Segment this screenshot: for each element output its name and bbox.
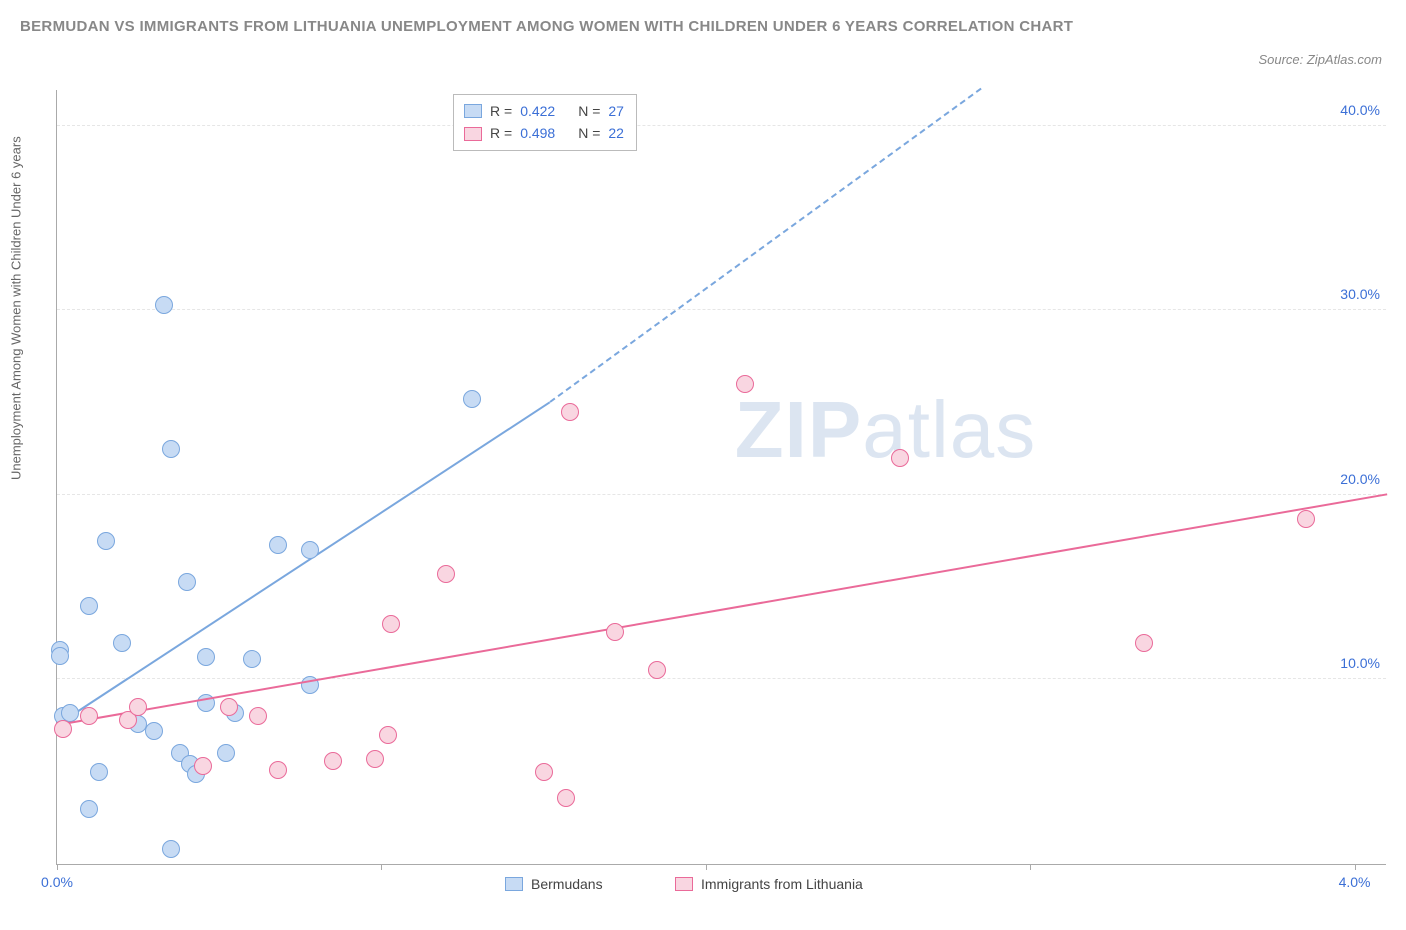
scatter-point <box>80 800 98 818</box>
legend-swatch <box>505 877 523 891</box>
x-tick-mark <box>57 864 58 870</box>
watermark-rest: atlas <box>862 385 1036 474</box>
trend-line <box>57 493 1387 726</box>
scatter-point <box>301 541 319 559</box>
gridline-h <box>57 309 1386 310</box>
gridline-h <box>57 678 1386 679</box>
scatter-point <box>648 661 666 679</box>
stats-row: R = 0.498 N = 22 <box>464 122 624 144</box>
scatter-point <box>243 650 261 668</box>
scatter-point <box>1135 634 1153 652</box>
correlation-stats-box: R = 0.422 N = 27 R = 0.498 N = 22 <box>453 94 637 151</box>
source-prefix: Source: <box>1258 52 1306 67</box>
scatter-point <box>178 573 196 591</box>
scatter-point <box>97 532 115 550</box>
watermark-bold: ZIP <box>735 385 862 474</box>
x-tick-label: 0.0% <box>41 874 73 890</box>
legend-item: Bermudans <box>505 876 603 892</box>
trend-line <box>56 401 550 726</box>
scatter-point <box>129 698 147 716</box>
stat-n-label: N = <box>578 122 600 144</box>
scatter-plot-area: ZIPatlas 10.0%20.0%30.0%40.0%0.0%4.0%R =… <box>56 90 1386 865</box>
scatter-point <box>90 763 108 781</box>
stat-n-value: 22 <box>608 122 624 144</box>
gridline-h <box>57 125 1386 126</box>
stat-r-label: R = <box>490 100 512 122</box>
legend-label: Bermudans <box>531 876 603 892</box>
y-tick-label: 10.0% <box>1340 655 1380 671</box>
scatter-point <box>379 726 397 744</box>
scatter-point <box>891 449 909 467</box>
scatter-point <box>80 707 98 725</box>
stat-n-value: 27 <box>608 100 624 122</box>
scatter-point <box>1297 510 1315 528</box>
watermark: ZIPatlas <box>735 384 1036 476</box>
stat-r-value: 0.422 <box>520 100 570 122</box>
scatter-point <box>463 390 481 408</box>
y-tick-label: 30.0% <box>1340 286 1380 302</box>
y-tick-label: 40.0% <box>1340 102 1380 118</box>
source-attribution: Source: ZipAtlas.com <box>1258 52 1382 67</box>
legend-swatch <box>464 104 482 118</box>
stats-row: R = 0.422 N = 27 <box>464 100 624 122</box>
scatter-point <box>145 722 163 740</box>
x-tick-mark <box>706 864 707 870</box>
x-tick-mark <box>381 864 382 870</box>
scatter-point <box>51 647 69 665</box>
scatter-point <box>561 403 579 421</box>
legend-label: Immigrants from Lithuania <box>701 876 863 892</box>
legend-swatch <box>675 877 693 891</box>
y-tick-label: 20.0% <box>1340 471 1380 487</box>
scatter-point <box>557 789 575 807</box>
scatter-point <box>54 720 72 738</box>
x-tick-mark <box>1355 864 1356 870</box>
legend-item: Immigrants from Lithuania <box>675 876 863 892</box>
scatter-point <box>535 763 553 781</box>
scatter-point <box>194 757 212 775</box>
scatter-point <box>80 597 98 615</box>
scatter-point <box>437 565 455 583</box>
x-tick-mark <box>1030 864 1031 870</box>
scatter-point <box>197 648 215 666</box>
scatter-point <box>162 840 180 858</box>
stat-r-label: R = <box>490 122 512 144</box>
scatter-point <box>155 296 173 314</box>
scatter-point <box>324 752 342 770</box>
scatter-point <box>162 440 180 458</box>
y-axis-label: Unemployment Among Women with Children U… <box>9 136 24 480</box>
gridline-h <box>57 494 1386 495</box>
scatter-point <box>269 536 287 554</box>
scatter-point <box>736 375 754 393</box>
stat-n-label: N = <box>578 100 600 122</box>
stat-r-value: 0.498 <box>520 122 570 144</box>
scatter-point <box>217 744 235 762</box>
scatter-point <box>220 698 238 716</box>
x-tick-label: 4.0% <box>1339 874 1371 890</box>
scatter-point <box>113 634 131 652</box>
scatter-point <box>606 623 624 641</box>
scatter-point <box>249 707 267 725</box>
chart-title: BERMUDAN VS IMMIGRANTS FROM LITHUANIA UN… <box>20 18 1073 35</box>
legend-swatch <box>464 127 482 141</box>
source-name: ZipAtlas.com <box>1307 52 1382 67</box>
scatter-point <box>366 750 384 768</box>
scatter-point <box>269 761 287 779</box>
scatter-point <box>61 704 79 722</box>
scatter-point <box>382 615 400 633</box>
